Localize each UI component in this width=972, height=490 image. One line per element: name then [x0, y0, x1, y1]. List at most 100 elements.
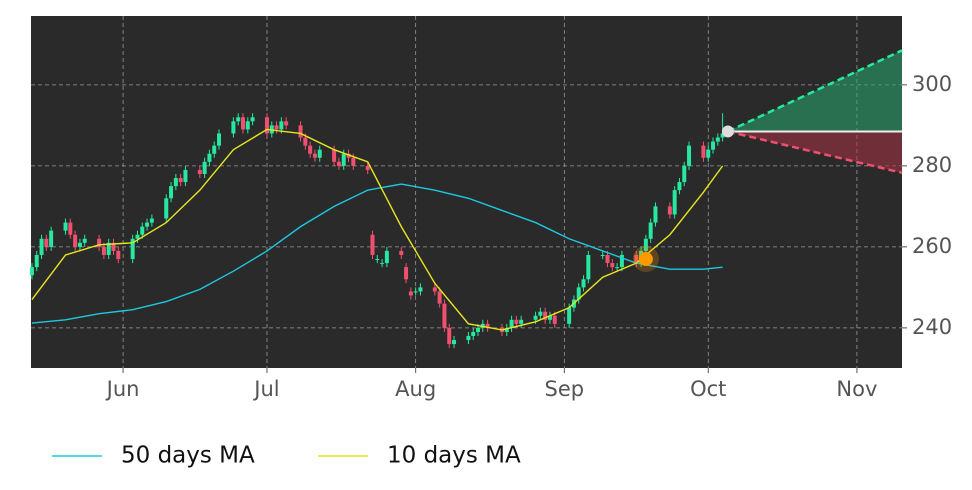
candle-body	[581, 279, 586, 288]
candle-body	[250, 117, 255, 122]
candle-body	[106, 242, 111, 255]
candle-body	[687, 145, 692, 166]
y-tick-label: 280	[912, 153, 952, 177]
candle-body	[202, 161, 207, 174]
y-tick-label: 300	[912, 72, 952, 96]
candle-body	[135, 234, 140, 239]
candle-body	[207, 153, 212, 162]
candle-body	[677, 182, 682, 191]
candle-body	[399, 250, 404, 255]
candle-body	[504, 327, 509, 332]
plot-area	[31, 16, 902, 368]
y-tick-label: 240	[912, 315, 952, 339]
candle-body	[404, 267, 409, 280]
candle-body	[308, 145, 313, 154]
candle-body	[264, 117, 269, 134]
candle-body	[576, 287, 581, 300]
signal-marker	[638, 252, 653, 267]
candle-body	[452, 340, 457, 345]
candle-body	[274, 125, 279, 130]
candle-body	[706, 149, 711, 158]
candle-body	[77, 242, 82, 247]
forecast-upper	[727, 49, 903, 133]
candle-body	[437, 291, 442, 304]
candle-body	[351, 157, 356, 166]
candle-body	[442, 303, 447, 328]
candle-body	[212, 145, 217, 154]
candle-body	[236, 117, 241, 122]
forecast-lower	[727, 130, 903, 174]
candle-body	[384, 250, 389, 264]
candle-body	[648, 222, 653, 239]
candle-body	[619, 254, 624, 268]
candle-body	[44, 238, 49, 247]
x-tick-label: Jun	[105, 377, 140, 401]
candle-body	[178, 178, 183, 183]
candle-body	[533, 315, 538, 320]
x-tick-label: Sep	[545, 377, 585, 401]
candle-body	[375, 259, 380, 261]
candle-body	[39, 238, 44, 255]
ma-line	[31, 128, 724, 331]
candle-body	[279, 121, 284, 130]
candle-body	[514, 319, 519, 324]
candle-body	[672, 190, 677, 215]
candle-body	[365, 165, 370, 170]
candle-body	[418, 287, 423, 292]
forecast-start-marker	[721, 125, 734, 138]
candle-body	[408, 291, 413, 296]
candle-body	[711, 141, 716, 150]
candle-body	[471, 331, 476, 336]
legend-label: 50 days MA	[121, 443, 255, 469]
candle-body	[63, 222, 68, 231]
candle-body	[466, 336, 471, 341]
x-tick-label: Nov	[836, 377, 877, 401]
candle-body	[567, 307, 572, 324]
candle-body	[380, 263, 385, 265]
candle-body	[552, 315, 557, 324]
candle-body	[111, 242, 116, 251]
candle-body	[634, 254, 639, 264]
candle-body	[68, 222, 73, 235]
candle-body	[130, 238, 135, 260]
candle-body	[519, 319, 524, 324]
candle-body	[34, 254, 39, 268]
candle-body	[164, 198, 169, 219]
candle-body	[485, 323, 490, 328]
y-tick-label: 260	[912, 234, 952, 258]
candle-body	[667, 206, 672, 215]
candle-body	[169, 186, 174, 199]
candle-body	[547, 315, 552, 320]
candle-body	[346, 153, 351, 158]
candle-body	[317, 149, 322, 158]
x-tick-label: Oct	[690, 377, 726, 401]
candle-body	[145, 222, 150, 227]
candle-body	[140, 226, 145, 235]
candle-body	[720, 133, 725, 138]
candle-body	[116, 250, 121, 260]
candle-body	[298, 125, 303, 138]
candle-body	[312, 153, 317, 158]
candle-body	[336, 161, 341, 166]
candle-body	[240, 117, 245, 130]
x-tick-label: Jul	[252, 377, 279, 401]
candle-body	[682, 165, 687, 183]
candle-body	[101, 246, 106, 255]
candle-body	[303, 137, 308, 146]
legend-label: 10 days MA	[387, 443, 521, 469]
candle-body	[543, 311, 548, 320]
candle-body	[197, 169, 202, 174]
candle-body	[643, 238, 648, 251]
candle-body	[149, 218, 154, 223]
candle-body	[245, 121, 250, 130]
candle-body	[600, 254, 605, 256]
candle-body	[341, 153, 346, 166]
candle-body	[183, 169, 188, 183]
candle-body	[432, 287, 437, 292]
candle-body	[73, 234, 78, 247]
candle-body	[538, 311, 543, 316]
candle-body	[29, 267, 34, 276]
candle-body	[610, 263, 615, 268]
candle-body	[615, 267, 620, 269]
